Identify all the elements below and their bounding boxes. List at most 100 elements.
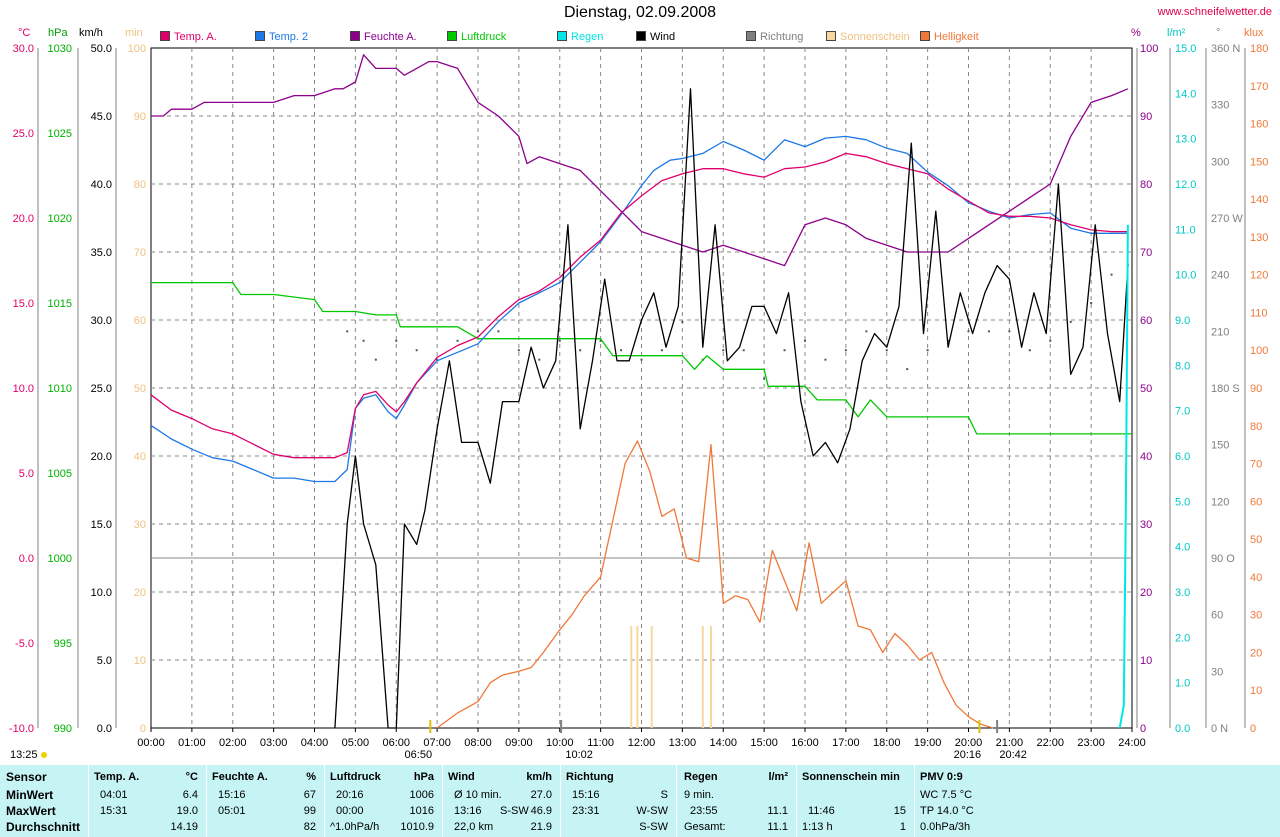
x-tick-label: 11:00: [587, 737, 614, 749]
legend-swatch: [160, 31, 170, 41]
direction-point: [1069, 320, 1072, 323]
series-line-regen: [1118, 224, 1129, 729]
y-tick-label-direction_deg: 60: [1211, 610, 1223, 622]
direction-point: [436, 358, 439, 361]
x-tick-label: 12:00: [628, 737, 656, 749]
legend-item-regen: Regen: [557, 31, 603, 43]
direction-point: [926, 349, 929, 352]
y-tick-label-direction_deg: 120: [1211, 496, 1229, 508]
y-tick-label-brightness_klux: 20: [1250, 647, 1262, 659]
y-tick-label-rain_lm2: 14.0: [1175, 88, 1196, 100]
direction-point: [395, 339, 398, 342]
y-tick-label-rain_lm2: 15.0: [1175, 43, 1196, 55]
direction-point: [742, 349, 745, 352]
y-tick-label-humidity_pct: 40: [1140, 451, 1152, 463]
x-tick-label: 21:00: [996, 737, 1024, 749]
y-tick-label-pressure_hpa: 1010: [48, 383, 72, 395]
legend-item-luftdruck: Luftdruck: [447, 31, 506, 43]
x-tick-label: 09:00: [505, 737, 533, 749]
x-tick-label: 16:00: [791, 737, 819, 749]
direction-point: [497, 330, 500, 333]
stats-wind-distance: 22,0 km: [454, 821, 494, 833]
stats-dir-avg: S-SW: [639, 821, 668, 833]
series-line-feuchte-a: [151, 54, 1129, 267]
direction-point: [362, 339, 365, 342]
y-tick-label-wind_kmh: 0.0: [97, 723, 112, 735]
direction-point: [477, 330, 479, 333]
y-tick-label-pressure_hpa: 1005: [48, 468, 72, 480]
y-tick-label-brightness_klux: 30: [1250, 610, 1262, 622]
y-tick-label-temp_c: 0.0: [19, 553, 34, 565]
stats-rain-max-time: 23:55: [690, 805, 718, 817]
y-tick-label-humidity_pct: 70: [1140, 247, 1152, 259]
legend-swatch: [920, 31, 930, 41]
stats-sun-total-hours: 1:13 h: [802, 821, 833, 833]
stats-wind-max-value: 46.9: [530, 805, 552, 817]
stats-temp-max-time: 15:31: [100, 805, 128, 817]
y-tick-label-rain_lm2: 6.0: [1175, 451, 1190, 463]
direction-point: [1090, 302, 1093, 304]
sunset-label: 20:16: [954, 749, 982, 761]
direction-point: [620, 349, 623, 352]
y-tick-label-sun_min: 60: [134, 315, 146, 327]
direction-point: [1008, 330, 1011, 333]
x-tick-label: 20:00: [955, 737, 983, 749]
y-tick-label-sun_min: 70: [134, 247, 146, 259]
stats-press-max-value: 1016: [409, 805, 434, 817]
y-tick-label-sun_min: 0: [140, 723, 146, 735]
x-tick-label: 19:00: [914, 737, 942, 749]
stats-temp-avg: 14.19: [170, 821, 198, 833]
y-tick-label-rain_lm2: 4.0: [1175, 542, 1190, 554]
series-line-temp-a: [150, 152, 1128, 459]
stats-sun-max-value: 15: [893, 805, 906, 817]
direction-point: [967, 330, 970, 333]
stats-rain-duration: 9 min.: [684, 789, 714, 801]
y-tick-label-wind_kmh: 30.0: [91, 315, 112, 327]
y-tick-label-rain_lm2: 0.0: [1175, 723, 1190, 735]
y-tick-label-wind_kmh: 5.0: [97, 655, 112, 667]
direction-point: [906, 368, 909, 371]
direction-point: [681, 320, 684, 323]
direction-point: [558, 339, 561, 342]
y-tick-label-pressure_hpa: 1000: [48, 553, 72, 565]
stats-hum-min-time: 15:16: [218, 789, 246, 801]
stats-rain-column: Regen l/m² 9 min. 23:55 11.1 Gesamt: 11.1: [684, 765, 792, 837]
website-link[interactable]: www.schneifelwetter.de: [1157, 6, 1272, 18]
x-tick-label: 02:00: [219, 737, 247, 749]
stats-pmv-trend: 0.0hPa/3h: [920, 821, 971, 833]
stats-press-unit: hPa: [413, 771, 434, 783]
direction-point: [763, 377, 766, 380]
y-tick-label-sun_min: 20: [134, 587, 146, 599]
legend-label: Luftdruck: [461, 31, 507, 43]
y-tick-label-direction_deg: 270 W: [1211, 213, 1243, 225]
y-tick-label-temp_c: 25.0: [13, 128, 34, 140]
direction-point: [640, 358, 643, 361]
x-tick-label: 03:00: [260, 737, 288, 749]
y-tick-label-direction_deg: 0 N: [1211, 723, 1228, 735]
direction-point: [885, 349, 888, 352]
x-tick-label: 04:00: [301, 737, 329, 749]
stats-dir-min-time: 15:16: [572, 789, 600, 801]
stats-wind-unit: km/h: [526, 771, 552, 783]
y-tick-label-brightness_klux: 170: [1250, 81, 1268, 93]
y-tick-label-pressure_hpa: 1015: [48, 298, 72, 310]
y-tick-label-direction_deg: 210: [1211, 326, 1229, 338]
y-tick-label-sun_min: 80: [134, 179, 146, 191]
direction-point: [844, 349, 847, 352]
stats-hum-unit: %: [306, 771, 316, 783]
x-tick-label: 24:00: [1118, 737, 1146, 749]
y-tick-label-rain_lm2: 11.0: [1175, 224, 1196, 236]
y-tick-label-sun_min: 40: [134, 451, 146, 463]
stats-wind-max-time: 13:16: [454, 805, 482, 817]
series-line-temp-2: [150, 135, 1128, 483]
y-tick-label-brightness_klux: 140: [1250, 194, 1268, 206]
stats-wind-avg10-value: 27.0: [530, 789, 552, 801]
legend-label: Feuchte A.: [364, 31, 417, 43]
y-tick-label-wind_kmh: 15.0: [91, 519, 112, 531]
direction-point: [987, 330, 990, 333]
direction-point: [517, 349, 520, 352]
y-tick-label-temp_c: -10.0: [9, 723, 34, 735]
y-tick-label-temp_c: 30.0: [13, 43, 34, 55]
y-tick-label-brightness_klux: 180: [1250, 43, 1268, 55]
stats-wind-column: Wind km/h Ø 10 min. 27.0 13:16 S-SW 46.9 22,…: [448, 765, 556, 837]
